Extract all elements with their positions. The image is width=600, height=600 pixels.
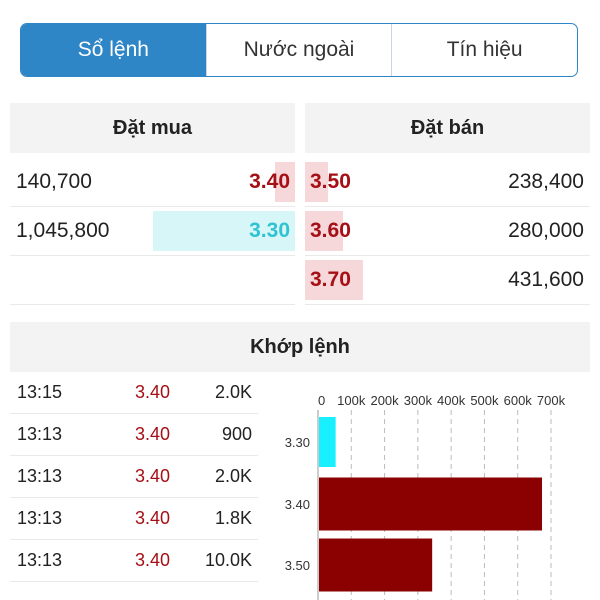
x-tick-label: 600k (504, 393, 533, 408)
y-tick-label: 3.30 (285, 435, 310, 450)
sell-price[interactable]: 3.60 (310, 219, 351, 242)
trade-price: 3.40 (135, 508, 171, 528)
matched-orders-header: Khớp lệnh (10, 322, 590, 372)
x-tick-label: 100k (337, 393, 366, 408)
trade-volume: 900 (221, 424, 252, 444)
bar-3-30 (319, 417, 336, 467)
x-tick-label: 300k (404, 393, 433, 408)
tab-order-book[interactable]: Sổ lệnh (21, 24, 206, 76)
sell-volume: 431,600 (508, 268, 584, 291)
x-tick-label: 200k (370, 393, 399, 408)
buy-header: Đặt mua (10, 103, 295, 153)
trade-time: 13:13 (17, 508, 63, 528)
trade-price: 3.40 (135, 466, 171, 486)
trade-price: 3.40 (135, 424, 171, 444)
buy-price[interactable]: 3.30 (249, 219, 290, 242)
buy-volume: 140,700 (16, 170, 92, 193)
tab-bar: Sổ lệnh Nước ngoài Tín hiệu (20, 23, 578, 77)
trade-time: 13:13 (17, 550, 63, 570)
x-tick-label: 0 (318, 393, 325, 408)
buy-row: 1,045,800 3.30 (10, 207, 295, 256)
sell-row: 3.50 238,400 (305, 158, 590, 207)
buy-depth-bar (153, 211, 295, 251)
trade-row: 13:13 3.40 900 (10, 414, 258, 456)
buy-volume: 1,045,800 (16, 219, 110, 242)
sell-row: 3.60 280,000 (305, 207, 590, 256)
trade-row: 13:13 3.40 2.0K (10, 456, 258, 498)
buy-row: 140,700 3.40 (10, 158, 295, 207)
sell-volume: 238,400 (508, 170, 584, 193)
buy-row (10, 256, 295, 305)
x-tick-label: 700k (537, 393, 566, 408)
trade-row: 13:13 3.40 1.8K (10, 498, 258, 540)
sell-price[interactable]: 3.70 (310, 268, 351, 291)
trade-volume: 2.0K (214, 466, 252, 486)
trade-time: 13:13 (17, 466, 63, 486)
trade-price: 3.40 (135, 382, 171, 402)
trade-time: 13:13 (17, 424, 63, 444)
buy-depth-bar (275, 162, 295, 202)
x-tick-label: 500k (470, 393, 499, 408)
trade-volume: 2.0K (214, 382, 252, 402)
volume-by-price-chart: 0 100k 200k 300k 400k 500k 600k 700k 3.30 3.40 3.5… (285, 393, 566, 600)
y-tick-label: 3.50 (285, 558, 310, 573)
trade-price: 3.40 (135, 550, 171, 570)
trade-row: 13:15 3.40 2.0K (10, 372, 258, 414)
sell-header: Đặt bán (305, 103, 590, 153)
trade-time: 13:15 (17, 382, 63, 402)
sell-depth-bar (305, 260, 363, 300)
bar-3-40 (319, 477, 543, 531)
trade-volume: 1.8K (214, 508, 252, 528)
trade-volume: 10.0K (204, 550, 252, 570)
bar-3-50 (319, 538, 433, 592)
sell-price[interactable]: 3.50 (310, 170, 351, 193)
sell-depth-bar (305, 162, 328, 202)
sell-volume: 280,000 (508, 219, 584, 242)
x-tick-label: 400k (437, 393, 466, 408)
trade-row: 13:13 3.40 10.0K (10, 540, 258, 582)
y-tick-label: 3.40 (285, 497, 310, 512)
buy-price[interactable]: 3.40 (249, 170, 290, 193)
tab-signals[interactable]: Tín hiệu (391, 24, 577, 76)
sell-depth-bar (305, 211, 343, 251)
sell-row: 3.70 431,600 (305, 256, 590, 305)
tab-foreign[interactable]: Nước ngoài (205, 24, 392, 76)
